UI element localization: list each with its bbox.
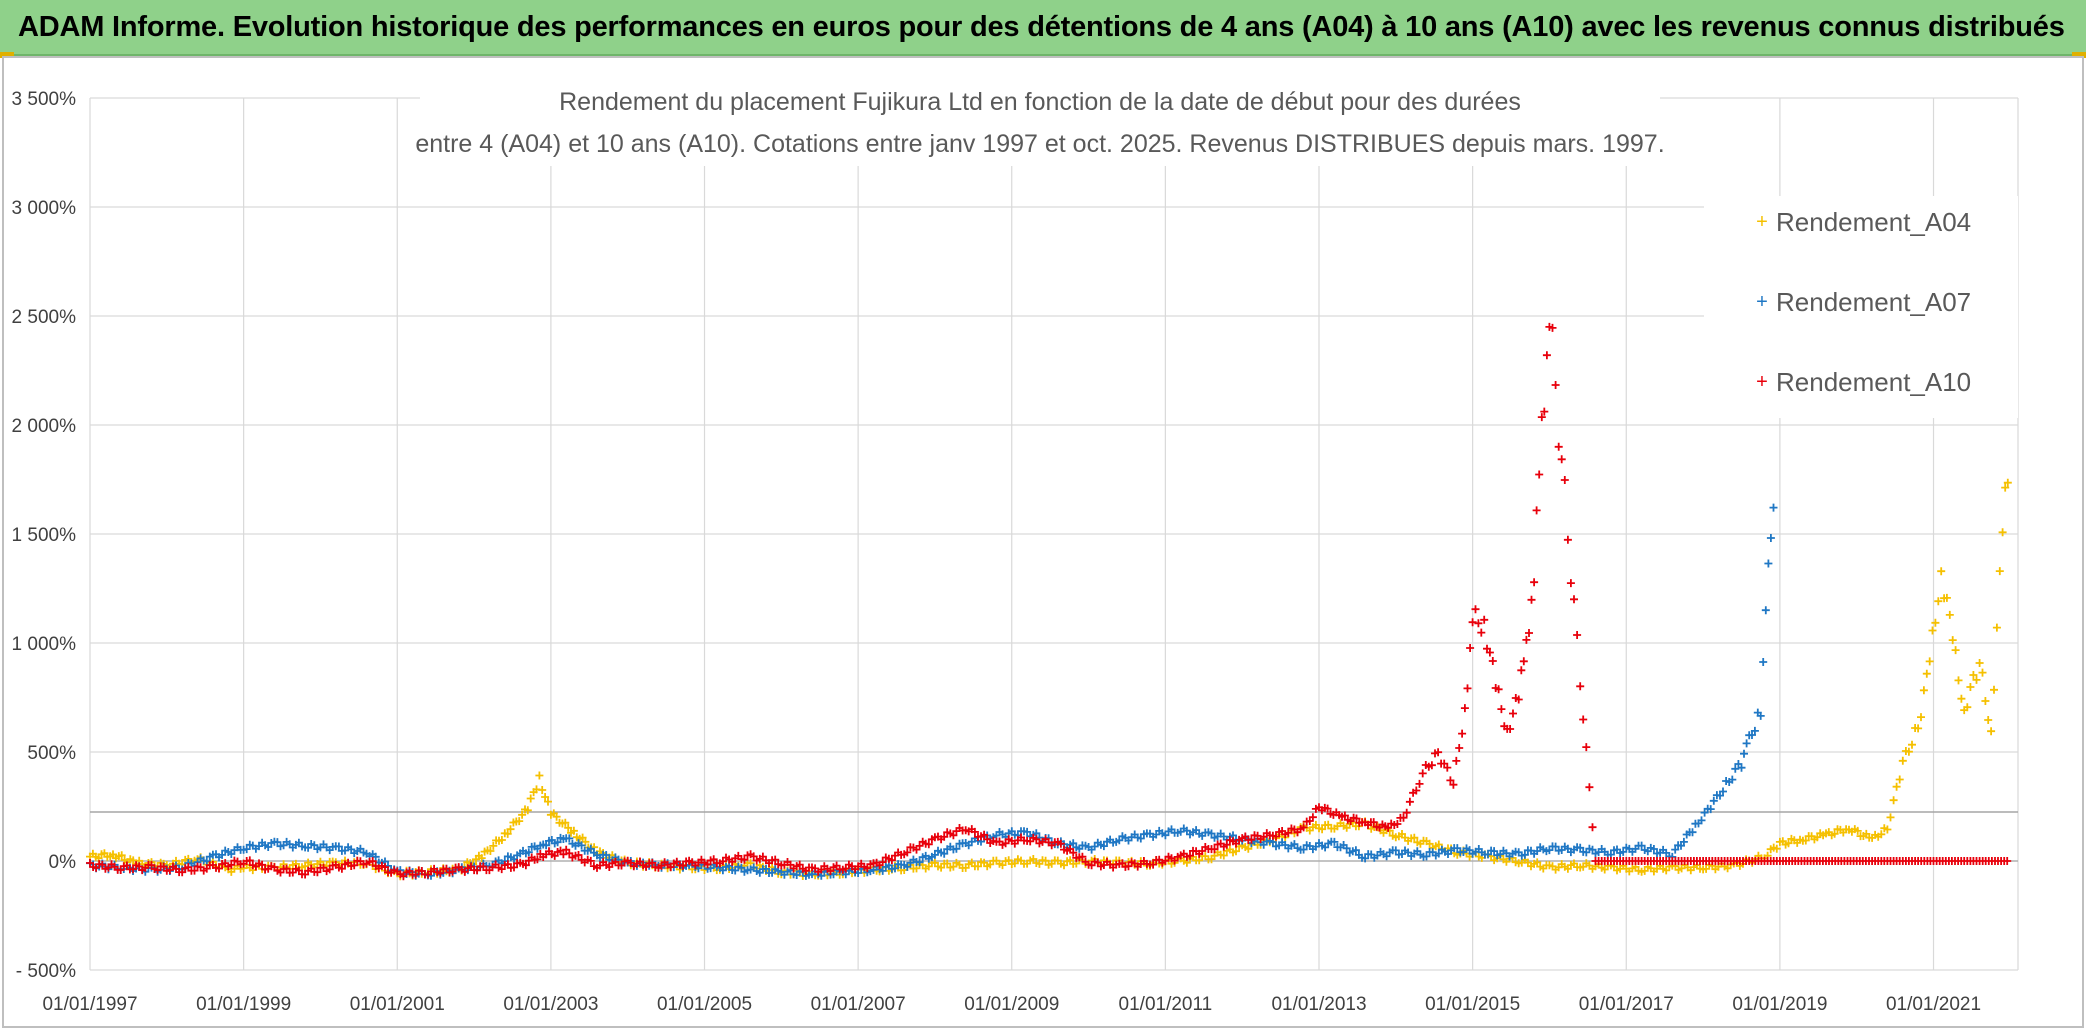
corner-marker-left [0,52,14,58]
x-tick-label: 01/01/2001 [350,994,445,1015]
series-markers-Rendement_A07 [86,503,1778,880]
y-tick-label: 1 500% [12,525,77,546]
series-Rendement_A07 [86,503,1778,880]
y-tick-label: 3 000% [12,198,77,219]
y-tick-label: 2 500% [12,307,77,328]
x-tick-label: 01/01/2015 [1425,994,1520,1015]
legend-label: Rendement_A10 [1776,367,1971,397]
series-markers-Rendement_A10 [86,322,2012,881]
legend-box [1704,196,2018,418]
x-tick-label: 01/01/2003 [503,994,598,1015]
chart-legend: + Rendement_A04 + Rendement_A07 + Rendement_A… [1704,196,2018,418]
y-tick-label: - 500% [16,961,76,982]
x-axis-labels: 01/01/1997 01/01/1999 01/01/2001 01/01/2003… [42,994,1981,1015]
x-tick-label: 01/01/2005 [657,994,752,1015]
x-tick-label: 01/01/1999 [196,994,291,1015]
chart-title-line2: entre 4 (A04) et 10 ans (A10). Cotations… [415,130,1664,158]
y-tick-label: 500% [27,743,76,764]
y-tick-label: 0% [49,852,77,873]
legend-marker: + [1756,371,1768,393]
series-layer [86,322,2012,881]
x-tick-label: 01/01/2011 [1119,994,1213,1015]
report-banner: ADAM Informe. Evolution historique des p… [0,0,2086,56]
chart-frame [2,56,2084,1028]
y-tick-label: 1 000% [12,634,77,655]
y-axis-labels: 3 500% 3 000% 2 500% 2 000% 1 500% 1 000% 500%… [12,89,77,982]
chart-title-box [420,78,1660,166]
legend-marker: + [1756,291,1768,313]
legend-label: Rendement_A04 [1776,207,1971,237]
x-tick-label: 01/01/2013 [1271,994,1366,1015]
x-tick-label: 01/01/2007 [811,994,906,1015]
y-tick-label: 3 500% [12,89,77,110]
x-tick-label: 01/01/2021 [1886,994,1981,1015]
x-tick-label: 01/01/2017 [1579,994,1674,1015]
corner-marker-right [2072,52,2086,58]
chart-title-line1: Rendement du placement Fujikura Ltd en f… [559,88,1521,116]
x-tick-label: 01/01/2019 [1732,994,1827,1015]
banner-title: ADAM Informe. Evolution historique des p… [18,10,2065,43]
series-Rendement_A10 [86,322,2012,881]
legend-label: Rendement_A07 [1776,287,1971,317]
x-tick-label: 01/01/2009 [964,994,1059,1015]
y-tick-label: 2 000% [12,416,77,437]
series-Rendement_A04 [86,478,2012,881]
legend-marker: + [1756,211,1768,233]
x-tick-label: 01/01/1997 [42,994,137,1015]
series-markers-Rendement_A04 [86,478,2012,881]
